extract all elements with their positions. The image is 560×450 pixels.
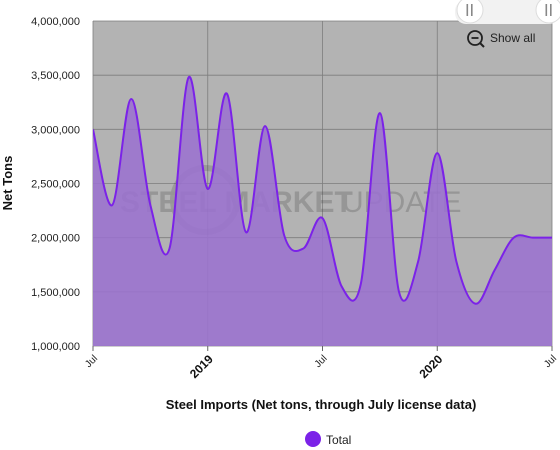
range-slider-right-handle[interactable]	[535, 0, 560, 24]
x-tick-label: Jul	[83, 353, 100, 370]
series-total-line[interactable]	[93, 76, 552, 305]
x-axis-ticks: Jul 2019 Jul 2020 Jul	[83, 346, 559, 381]
legend-item-total[interactable]: Total	[305, 431, 351, 447]
double-bar-grip-icon	[545, 4, 548, 16]
x-tick-label: Jul	[542, 353, 559, 370]
y-tick-label: 1,000,000	[31, 341, 80, 353]
range-slider-left-handle[interactable]	[456, 0, 484, 24]
y-tick-label: 2,500,000	[31, 179, 80, 191]
show-all-button[interactable]: Show all	[467, 30, 535, 48]
x-tick-label: 2019	[187, 352, 216, 381]
series-total-area	[93, 76, 552, 346]
x-axis-title: Steel Imports (Net tons, through July li…	[166, 397, 477, 412]
y-tick-label: 3,000,000	[31, 124, 80, 136]
y-tick-label: 3,500,000	[31, 70, 80, 82]
show-all-label: Show all	[490, 31, 535, 45]
y-tick-label: 2,000,000	[31, 233, 80, 245]
y-axis-ticks: 1,000,000 1,500,000 2,000,000 2,500,000 3,00…	[31, 16, 80, 353]
x-tick-label: 2020	[417, 352, 446, 381]
legend-marker-total	[305, 431, 321, 447]
y-tick-label: 1,500,000	[31, 287, 80, 299]
y-tick-label: 4,000,000	[31, 16, 80, 28]
legend: Total	[305, 431, 351, 447]
double-bar-grip-icon	[466, 4, 469, 16]
zoom-out-icon	[467, 30, 483, 46]
x-tick-label: Jul	[313, 353, 330, 370]
legend-label-total: Total	[326, 433, 351, 447]
y-axis-title: Net Tons	[0, 156, 15, 211]
